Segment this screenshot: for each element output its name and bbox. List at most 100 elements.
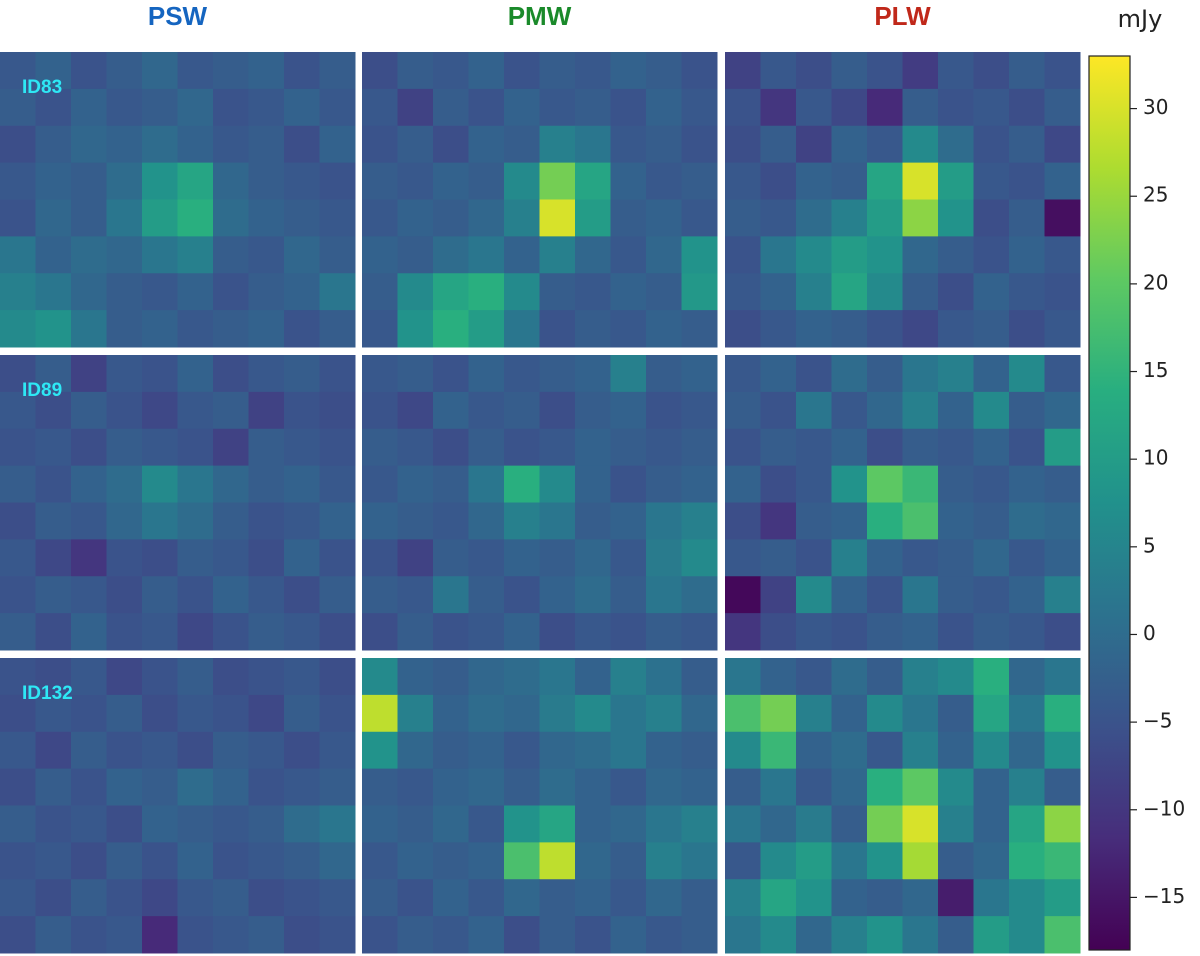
heatmap-cell	[973, 539, 1010, 577]
heatmap-cell	[681, 465, 718, 503]
heatmap-cell	[0, 273, 36, 311]
heatmap-cell	[71, 391, 107, 430]
heatmap-cell	[504, 502, 540, 540]
heatmap-cell	[433, 162, 469, 200]
heatmap-cell	[938, 391, 974, 430]
heatmap-cell	[610, 428, 647, 467]
heatmap-cell	[213, 88, 249, 127]
heatmap-cell	[433, 731, 469, 770]
heatmap-cell	[796, 731, 832, 770]
heatmap-cell	[71, 842, 107, 880]
heatmap-cell	[213, 916, 249, 954]
heatmap-cell	[725, 391, 761, 430]
heatmap-cell	[213, 879, 249, 917]
heatmap-cell	[575, 916, 611, 954]
heatmap-cell	[248, 576, 285, 614]
heatmap-cell	[433, 310, 469, 348]
heatmap-cell	[284, 125, 320, 164]
heatmap-cell	[248, 731, 285, 770]
heatmap-cell	[610, 694, 647, 733]
heatmap-cell	[35, 199, 72, 237]
heatmap-cell	[284, 88, 320, 127]
heatmap-cell	[319, 576, 356, 614]
heatmap-cell	[796, 391, 832, 430]
heatmap-cell	[106, 88, 143, 127]
heatmap-cell	[504, 731, 540, 770]
heatmap-cell	[646, 731, 682, 770]
heatmap-cell	[973, 613, 1010, 651]
heatmap-cell	[71, 768, 107, 806]
heatmap-cell	[433, 805, 469, 843]
heatmap-cell	[831, 879, 868, 917]
heatmap-cell	[938, 539, 974, 577]
heatmap-cell	[831, 768, 868, 806]
heatmap-cell	[284, 199, 320, 237]
heatmap-cell	[681, 273, 718, 311]
heatmap-cell	[319, 125, 356, 164]
heatmap-cell	[248, 694, 285, 733]
heatmap-cell	[831, 576, 868, 614]
heatmap-cell	[213, 805, 249, 843]
heatmap-cell	[760, 310, 797, 348]
heatmap-cell	[973, 355, 1010, 393]
heatmap-cell	[284, 236, 320, 274]
heatmap-cell	[213, 310, 249, 348]
heatmap-cell	[142, 273, 178, 311]
heatmap-cell	[539, 310, 576, 348]
heatmap-cell	[504, 694, 540, 733]
heatmap-cell	[973, 805, 1010, 843]
heatmap-cell	[902, 199, 939, 237]
heatmap-cell	[725, 916, 761, 954]
heatmap-cell	[575, 428, 611, 467]
heatmap-cell	[902, 52, 939, 90]
heatmap-cell	[760, 879, 797, 917]
heatmap-cell	[938, 731, 974, 770]
heatmap-cell	[760, 731, 797, 770]
heatmap-cell	[796, 539, 832, 577]
heatmap-cell	[177, 539, 214, 577]
heatmap-cell	[938, 879, 974, 917]
heatmap-cell	[284, 731, 320, 770]
heatmap-cell	[902, 310, 939, 348]
heatmap-cell	[539, 658, 576, 696]
heatmap-cell	[362, 273, 398, 311]
heatmap-cell	[248, 273, 285, 311]
heatmap-cell	[867, 842, 903, 880]
heatmap-cell	[213, 236, 249, 274]
heatmap-cell	[284, 658, 320, 696]
heatmap-cell	[248, 916, 285, 954]
heatmap-cell	[106, 465, 143, 503]
row-label: ID89	[22, 380, 62, 401]
heatmap-cell	[539, 768, 576, 806]
heatmap-cell	[539, 162, 576, 200]
heatmap-cell	[610, 52, 647, 90]
heatmap-cell	[35, 805, 72, 843]
heatmap-cell	[213, 273, 249, 311]
heatmap-cell	[796, 916, 832, 954]
heatmap-cell	[142, 694, 178, 733]
heatmap-cell	[681, 842, 718, 880]
heatmap-cell	[575, 199, 611, 237]
heatmap-cell	[1009, 52, 1045, 90]
heatmap-cell	[575, 576, 611, 614]
heatmap-cell	[284, 465, 320, 503]
heatmap-cell	[248, 391, 285, 430]
heatmap-cell	[1044, 162, 1081, 200]
heatmap-cell	[539, 465, 576, 503]
heatmap-cell	[106, 768, 143, 806]
heatmap-cell	[71, 52, 107, 90]
heatmap-cell	[0, 465, 36, 503]
heatmap-cell	[397, 731, 434, 770]
heatmap-cell	[397, 391, 434, 430]
heatmap-cell	[867, 236, 903, 274]
heatmap-cell	[831, 236, 868, 274]
colorbar-tick-label: −10	[1143, 796, 1185, 820]
heatmap-cell	[35, 273, 72, 311]
heatmap-cell	[938, 576, 974, 614]
heatmap-cell	[902, 805, 939, 843]
heatmap-cell	[902, 162, 939, 200]
heatmap-cell	[319, 236, 356, 274]
heatmap-cell	[575, 391, 611, 430]
heatmap-cell	[575, 52, 611, 90]
